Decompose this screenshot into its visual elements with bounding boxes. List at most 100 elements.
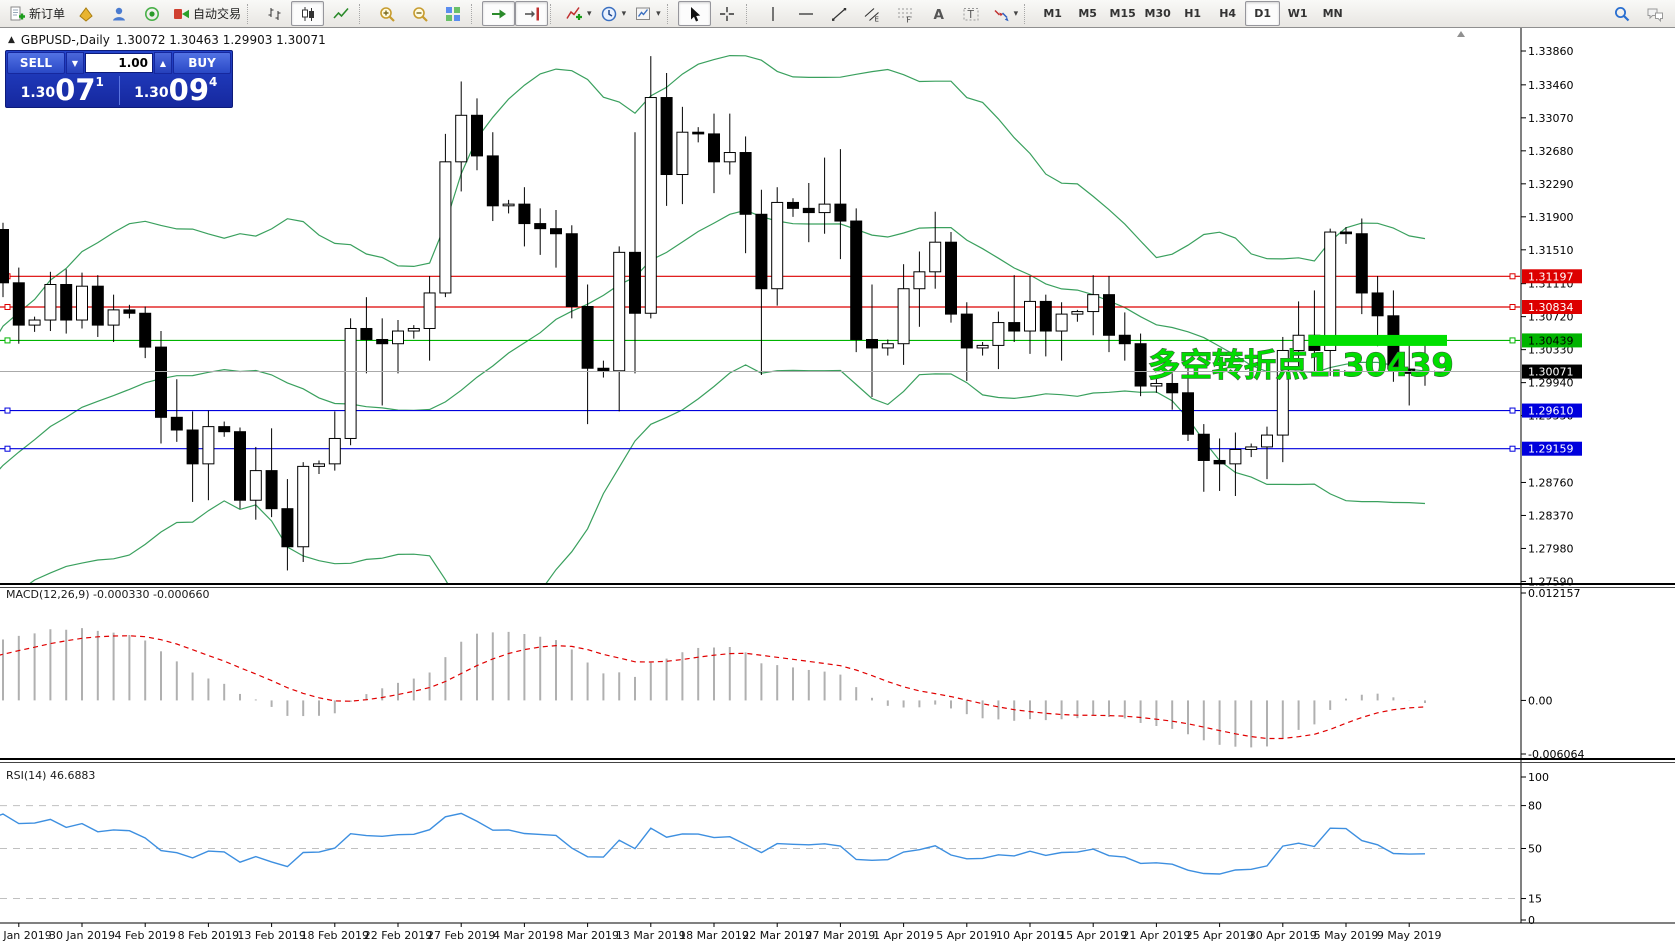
rsi-pane — [0, 805, 1520, 900]
candle-body — [565, 233, 578, 307]
profile-button[interactable] — [102, 1, 135, 26]
timeframe-m30-button[interactable]: M30 — [1140, 1, 1175, 26]
candle — [155, 331, 167, 444]
candle-body — [1118, 334, 1131, 345]
candle-body — [708, 133, 720, 163]
auto-scroll-button[interactable] — [482, 1, 516, 26]
volume-input[interactable]: 1.00 — [85, 53, 153, 73]
candle-body — [771, 201, 784, 290]
vertical-line-button[interactable] — [757, 1, 790, 26]
timeframe-h1-button[interactable]: H1 — [1175, 1, 1210, 26]
timeframe-h4-button[interactable]: H4 — [1210, 1, 1245, 26]
metaeditor-button[interactable] — [69, 1, 102, 26]
candle-body — [1276, 349, 1289, 436]
hline-handle[interactable] — [1509, 407, 1516, 414]
search-button[interactable] — [1605, 1, 1638, 26]
trendline-button[interactable] — [823, 1, 856, 26]
periods-button[interactable]: ▾ — [596, 1, 631, 26]
cursor-button[interactable] — [677, 1, 711, 26]
candle — [945, 232, 957, 323]
hline-handle[interactable] — [4, 337, 11, 344]
templates-button[interactable]: ▾ — [630, 1, 665, 26]
volume-up-button[interactable]: ▲ — [154, 52, 172, 74]
buy-button[interactable]: BUY — [173, 52, 231, 74]
chevron-down-icon[interactable]: ▾ — [587, 8, 592, 19]
zoom-in-button[interactable] — [370, 1, 403, 26]
indicators-button[interactable]: ▾ — [561, 1, 596, 26]
candle — [1229, 432, 1242, 496]
crosshair-button[interactable] — [711, 1, 744, 26]
candle — [281, 479, 294, 571]
hline-handle[interactable] — [1509, 337, 1516, 344]
chat-button[interactable] — [1638, 1, 1671, 26]
zoom-out-button[interactable] — [403, 1, 436, 26]
price-axis-label: 1.32290 — [1528, 178, 1574, 191]
bar-chart-button[interactable] — [258, 1, 291, 26]
timeframe-mn-button[interactable]: MN — [1315, 1, 1350, 26]
equidistant-channel-button[interactable]: E — [856, 1, 889, 26]
chart-shift-button[interactable] — [515, 1, 549, 26]
hline-handle[interactable] — [4, 445, 11, 452]
text-button[interactable]: A — [922, 1, 955, 26]
candle-body — [913, 271, 926, 290]
candle-body — [155, 346, 167, 418]
timeframe-m15-button[interactable]: M15 — [1105, 1, 1140, 26]
sell-button[interactable]: SELL — [7, 52, 65, 74]
candle-chart-button[interactable] — [291, 1, 325, 26]
sell-price-base: 1.30 — [20, 85, 56, 101]
chart-ohlc-values: 1.30072 1.30463 1.29903 1.30071 — [115, 33, 326, 47]
chevron-down-icon[interactable]: ▾ — [1013, 8, 1019, 19]
volume-down-button[interactable]: ▼ — [66, 52, 84, 74]
timeframe-d1-button[interactable]: D1 — [1245, 1, 1281, 26]
hline-handle[interactable] — [1509, 303, 1516, 310]
line-chart-button[interactable] — [324, 1, 357, 26]
level-price-tag: 1.30834 — [1528, 301, 1574, 314]
timeframe-w1-button[interactable]: W1 — [1280, 1, 1315, 26]
candle — [328, 411, 341, 471]
candle — [423, 276, 436, 361]
bar-chart-icon — [268, 7, 281, 20]
hline-handle[interactable] — [4, 303, 11, 310]
chart-area[interactable]: 多空转折点1.30439 1.33860 1.33460 1.33070 1.32680… — [0, 28, 1675, 947]
candle — [76, 272, 88, 329]
timeframe-h4-button-label: H4 — [1219, 7, 1237, 20]
hline-handle[interactable] — [4, 407, 11, 414]
new-order-button[interactable]: 新订单 — [4, 1, 69, 26]
candle-body — [0, 229, 9, 284]
horizontal-line-button[interactable] — [790, 1, 823, 26]
timeframe-m1-button[interactable]: M1 — [1035, 1, 1070, 26]
arrows-button[interactable]: ▾ — [988, 1, 1023, 26]
hline-handle[interactable] — [1509, 445, 1516, 452]
autotrading-button[interactable]: 自动交易 — [168, 1, 245, 26]
sell-price[interactable]: 1.30 07 1 — [6, 74, 119, 107]
candle — [708, 113, 720, 194]
fibonacci-button[interactable]: F — [889, 1, 922, 26]
toolbar-separator — [471, 3, 478, 24]
buy-price[interactable]: 1.30 09 4 — [120, 74, 233, 107]
tile-windows-button[interactable] — [436, 1, 469, 26]
candle — [170, 379, 183, 442]
chart-canvas[interactable]: 多空转折点1.30439 1.33860 1.33460 1.33070 1.32680… — [0, 28, 1675, 947]
candle — [1166, 373, 1179, 410]
candle — [850, 208, 863, 353]
metaeditor-icon — [78, 6, 93, 22]
candle — [818, 157, 831, 234]
candle — [802, 182, 815, 243]
trend-highlight-bar[interactable] — [1308, 334, 1447, 346]
hline-handle[interactable] — [1509, 273, 1516, 280]
annotation-text[interactable]: 多空转折点1.30439 — [1148, 346, 1455, 385]
text-label-button[interactable]: T — [955, 1, 988, 26]
candle-body — [328, 437, 341, 465]
hline-icon — [799, 12, 814, 15]
collapse-panel-icon[interactable]: ▲ — [8, 35, 15, 45]
price-axis-label: 1.31900 — [1528, 211, 1574, 224]
chevron-down-icon[interactable]: ▾ — [656, 8, 661, 19]
chevron-down-icon[interactable]: ▾ — [621, 8, 627, 19]
candle — [218, 421, 231, 437]
candle-body — [992, 322, 1005, 346]
date-label: 1 Apr 2019 — [873, 929, 934, 942]
timeframe-m5-button[interactable]: M5 — [1070, 1, 1105, 26]
level-price-tag: 1.30439 — [1528, 334, 1574, 347]
fibonacci-icon: F — [898, 8, 913, 23]
signals-button[interactable] — [135, 1, 168, 26]
